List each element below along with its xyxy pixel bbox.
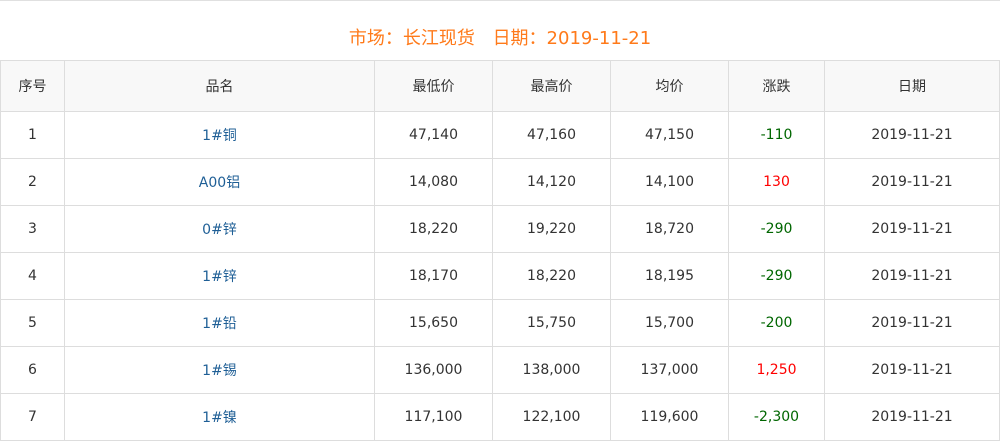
cell-avg: 119,600 — [610, 393, 729, 441]
cell-low: 18,170 — [374, 252, 493, 300]
cell-date: 2019-11-21 — [824, 205, 1000, 253]
table-row: 4 1#锌 18,170 18,220 18,195 -290 2019-11-21 — [0, 252, 1000, 300]
cell-change: -290 — [728, 252, 825, 300]
cell-date: 2019-11-21 — [824, 299, 1000, 347]
cell-low: 14,080 — [374, 158, 493, 206]
cell-name[interactable]: 1#镍 — [64, 393, 375, 441]
cell-change: -110 — [728, 111, 825, 159]
cell-high: 138,000 — [492, 346, 611, 394]
column-header-no: 序号 — [0, 60, 65, 112]
column-header-avg: 均价 — [610, 60, 729, 112]
table-row: 7 1#镍 117,100 122,100 119,600 -2,300 2019-11-2… — [0, 393, 1000, 441]
cell-name[interactable]: 1#铅 — [64, 299, 375, 347]
cell-low: 47,140 — [374, 111, 493, 159]
column-header-date: 日期 — [824, 60, 1000, 112]
cell-high: 47,160 — [492, 111, 611, 159]
cell-avg: 47,150 — [610, 111, 729, 159]
cell-no: 5 — [0, 299, 65, 347]
cell-name[interactable]: 1#铜 — [64, 111, 375, 159]
cell-name[interactable]: A00铝 — [64, 158, 375, 206]
cell-low: 18,220 — [374, 205, 493, 253]
cell-low: 117,100 — [374, 393, 493, 441]
cell-high: 15,750 — [492, 299, 611, 347]
table-row: 6 1#锡 136,000 138,000 137,000 1,250 2019-11-21 — [0, 346, 1000, 394]
cell-avg: 18,720 — [610, 205, 729, 253]
cell-name[interactable]: 0#锌 — [64, 205, 375, 253]
market-label: 市场：长江现货 — [348, 28, 475, 49]
cell-high: 14,120 — [492, 158, 611, 206]
cell-no: 1 — [0, 111, 65, 159]
cell-avg: 137,000 — [610, 346, 729, 394]
cell-low: 136,000 — [374, 346, 493, 394]
cell-high: 19,220 — [492, 205, 611, 253]
cell-avg: 15,700 — [610, 299, 729, 347]
table-row: 2 A00铝 14,080 14,120 14,100 130 2019-11-21 — [0, 158, 1000, 206]
date-label: 日期：2019-11-21 — [492, 28, 652, 49]
cell-name[interactable]: 1#锌 — [64, 252, 375, 300]
cell-no: 4 — [0, 252, 65, 300]
cell-date: 2019-11-21 — [824, 158, 1000, 206]
cell-change: -290 — [728, 205, 825, 253]
cell-date: 2019-11-21 — [824, 393, 1000, 441]
cell-low: 15,650 — [374, 299, 493, 347]
cell-change: -200 — [728, 299, 825, 347]
cell-change: 1,250 — [728, 346, 825, 394]
cell-change: 130 — [728, 158, 825, 206]
cell-date: 2019-11-21 — [824, 346, 1000, 394]
page-title: 市场：长江现货 日期：2019-11-21 — [0, 1, 1000, 60]
column-header-name: 品名 — [64, 60, 375, 112]
cell-change: -2,300 — [728, 393, 825, 441]
table-row: 3 0#锌 18,220 19,220 18,720 -290 2019-11-21 — [0, 205, 1000, 253]
column-header-low: 最低价 — [374, 60, 493, 112]
cell-date: 2019-11-21 — [824, 111, 1000, 159]
price-table: 序号 品名 最低价 最高价 均价 涨跌 日期 1 1#铜 47,140 47,160 4… — [0, 60, 1000, 441]
table-row: 5 1#铅 15,650 15,750 15,700 -200 2019-11-21 — [0, 299, 1000, 347]
cell-no: 7 — [0, 393, 65, 441]
cell-high: 122,100 — [492, 393, 611, 441]
cell-date: 2019-11-21 — [824, 252, 1000, 300]
cell-no: 2 — [0, 158, 65, 206]
table-row: 1 1#铜 47,140 47,160 47,150 -110 2019-11-21 — [0, 111, 1000, 159]
column-header-change: 涨跌 — [728, 60, 825, 112]
column-header-high: 最高价 — [492, 60, 611, 112]
cell-no: 6 — [0, 346, 65, 394]
cell-no: 3 — [0, 205, 65, 253]
cell-avg: 18,195 — [610, 252, 729, 300]
table-header-row: 序号 品名 最低价 最高价 均价 涨跌 日期 — [0, 60, 1000, 112]
cell-name[interactable]: 1#锡 — [64, 346, 375, 394]
cell-avg: 14,100 — [610, 158, 729, 206]
cell-high: 18,220 — [492, 252, 611, 300]
